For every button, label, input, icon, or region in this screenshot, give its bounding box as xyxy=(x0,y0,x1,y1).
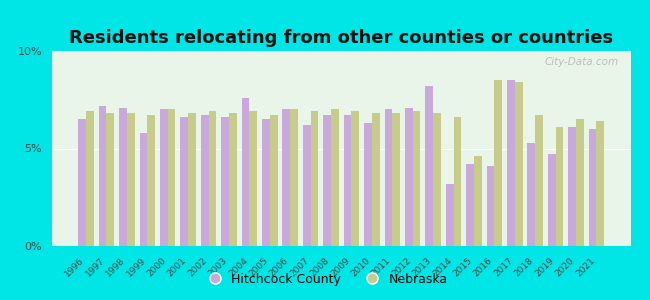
Bar xyxy=(303,125,311,246)
Bar xyxy=(433,113,441,246)
Bar xyxy=(180,117,188,246)
Bar xyxy=(344,115,352,246)
Bar xyxy=(99,106,107,246)
Bar xyxy=(352,111,359,246)
Bar xyxy=(535,115,543,246)
Bar xyxy=(140,133,148,246)
Bar xyxy=(229,113,237,246)
Bar xyxy=(201,115,209,246)
Bar xyxy=(311,111,318,246)
Bar xyxy=(148,115,155,246)
Bar xyxy=(209,111,216,246)
Bar xyxy=(576,119,584,246)
Bar xyxy=(597,121,604,246)
Bar xyxy=(454,117,462,246)
Bar xyxy=(290,110,298,246)
Bar xyxy=(487,166,495,246)
Bar xyxy=(385,110,393,246)
Bar xyxy=(86,111,94,246)
Bar xyxy=(515,82,523,246)
Bar xyxy=(405,107,413,246)
Bar xyxy=(425,86,433,246)
Bar xyxy=(242,98,250,246)
Bar xyxy=(413,111,421,246)
Bar xyxy=(495,80,502,246)
Bar xyxy=(527,142,535,246)
Bar xyxy=(323,115,331,246)
Bar xyxy=(160,110,168,246)
Bar xyxy=(283,110,290,246)
Text: City-Data.com: City-Data.com xyxy=(545,57,619,67)
Bar xyxy=(548,154,556,246)
Bar xyxy=(78,119,86,246)
Bar xyxy=(127,113,135,246)
Bar xyxy=(589,129,597,246)
Bar xyxy=(393,113,400,246)
Bar xyxy=(188,113,196,246)
Bar xyxy=(107,113,114,246)
Bar xyxy=(372,113,380,246)
Bar xyxy=(221,117,229,246)
Title: Residents relocating from other counties or countries: Residents relocating from other counties… xyxy=(69,29,614,47)
Bar xyxy=(474,156,482,246)
Bar xyxy=(262,119,270,246)
Bar xyxy=(364,123,372,246)
Bar xyxy=(168,110,176,246)
Bar xyxy=(331,110,339,246)
Legend: Hitchcock County, Nebraska: Hitchcock County, Nebraska xyxy=(198,268,452,291)
Bar xyxy=(556,127,564,246)
Bar xyxy=(270,115,278,246)
Bar xyxy=(250,111,257,246)
Bar xyxy=(119,107,127,246)
Bar xyxy=(446,184,454,246)
Bar xyxy=(568,127,576,246)
Bar xyxy=(507,80,515,246)
Bar xyxy=(466,164,474,246)
